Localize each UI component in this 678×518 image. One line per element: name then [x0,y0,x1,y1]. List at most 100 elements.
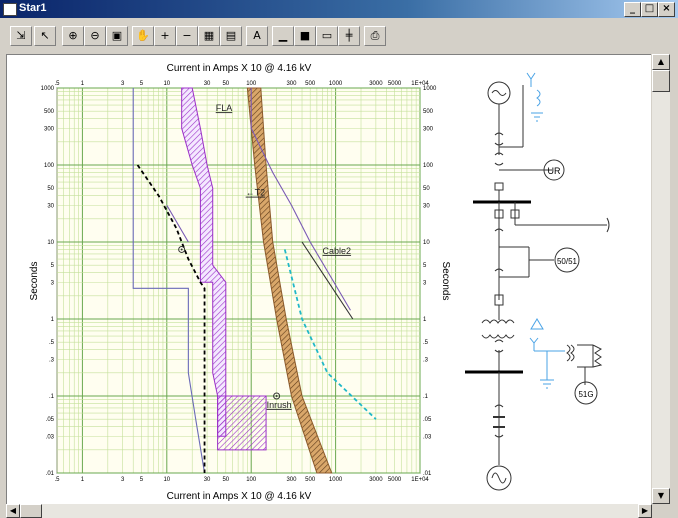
drawing-area[interactable]: FLA ←T2 Cable2 Inrush .5 .5 1 1 3 3 5 5 10 10 30 30 50 5… [6,54,651,505]
band-inrush-box [217,395,267,451]
one-line-diagram [465,72,610,491]
relay-51g-label: 51G [578,390,593,399]
ur-relay-icon [543,159,565,181]
y-tick-label-right: 10 [423,240,430,246]
x-tick-label-top: 3000 [369,81,383,87]
x-tick-label-top: 1 [81,81,85,87]
delta-symbol-icon [530,318,544,330]
vertical-scroll-thumb[interactable] [652,70,670,92]
x-tick-label-bottom: 1E+04 [411,477,429,483]
scroll-right-button[interactable]: ▶ [638,504,652,518]
y-tick-label-left: 30 [47,203,54,209]
x-axis-label-bottom: Current in Amps X 10 @ 4.16 kV [167,491,312,502]
series-relay-blue-left [132,88,206,474]
scroll-down-button[interactable]: ▼ [652,488,670,504]
annotation-t2: ←T2 [246,188,266,198]
zoom-in-icon[interactable]: ⊕ [62,26,84,46]
series-relay-black-dashed [136,164,206,473]
fit-icon[interactable]: ▣ [106,26,128,46]
window-title: Star1 [19,2,47,14]
horizontal-scroll-thumb[interactable] [20,504,42,518]
transformer-secondary-icon [481,334,515,339]
y-tick-label-left: 1000 [41,86,55,92]
wye-lower-icon [529,337,539,351]
y-tick-label-right: .05 [423,417,432,423]
x-tick-label-bottom: 100 [246,477,257,483]
zoom-out-small-icon[interactable]: − [176,26,198,46]
wye-symbol-icon [526,72,536,87]
relay-50-51-icon [554,247,580,273]
y-tick-label-left: 1 [51,317,55,323]
zoom-out-icon[interactable]: ⊖ [84,26,106,46]
pointer-icon[interactable]: ↖ [34,26,56,46]
x-tick-label-top: 1000 [329,81,343,87]
relay-51g-icon [574,381,598,405]
device-green-icon[interactable]: ■ [294,26,316,46]
horizontal-scrollbar[interactable]: ◀ ▶ [6,504,652,518]
x-tick-label-bottom: 3000 [369,477,383,483]
y-tick-label-right: 5 [423,263,427,269]
y-tick-label-left: 10 [47,240,54,246]
minimize-button[interactable]: _ [624,2,641,17]
series: FLA ←T2 Cable2 Inrush [132,88,377,474]
y-tick-label-left: 300 [44,126,55,132]
y-tick-label-left: 500 [44,109,55,115]
toolbar: ⇲ ↖ ⊕ ⊖ ▣ ✋ + − ▦ ▤ A ▁ ■ ▭ ╪ ⎙ [0,18,678,54]
maximize-button[interactable]: □ [641,2,658,17]
relay-50-51-label: 50/51 [557,257,578,266]
device-blank-icon[interactable]: ▭ [316,26,338,46]
series-cyan-dashed [283,249,377,420]
sine-wave-icon [491,90,507,96]
y-tick-label-left: .3 [49,357,55,363]
y-tick-label-left: 5 [51,263,55,269]
zoom-window-icon[interactable]: ▦ [198,26,220,46]
y-tick-label-left: .1 [49,394,55,400]
text-tool-icon[interactable]: A [246,26,268,46]
y-tick-label-left: 50 [47,186,54,192]
pan-icon[interactable]: ✋ [132,26,154,46]
ct-icons [494,228,504,272]
y-tick-label-right: .1 [423,394,429,400]
x-tick-label-bottom: 3 [121,477,125,483]
x-tick-label-top: 50 [222,81,229,87]
breaker-branch-icon [510,209,520,219]
y-tick-label-right: 50 [423,186,430,192]
y-tick-label-right: .03 [423,434,432,440]
series-Cable2 [301,241,354,320]
band-brown-hatched [246,87,333,474]
annotation-inrush: Inrush [267,400,292,410]
x-tick-label-bottom: 1 [81,477,85,483]
device-red-icon[interactable]: ╪ [338,26,360,46]
annotation-cable2: Cable2 [323,246,352,256]
y-tick-label-left: .03 [46,434,55,440]
y-tick-label-right: 3 [423,280,427,286]
branch-end-arc [606,217,610,233]
select-tool-icon[interactable]: ⇲ [10,26,32,46]
ticks: .5 .5 1 1 3 3 5 5 10 10 30 30 50 50 100 100 300 300 500 500… [41,81,437,483]
window-title-bar: Star1 _ □ × [0,0,678,18]
y-axis-label-right: Seconds [440,262,451,301]
x-tick-label-bottom: 30 [204,477,211,483]
zoom-previous-icon[interactable]: ▤ [220,26,242,46]
x-tick-label-bottom: 500 [305,477,316,483]
x-tick-label-top: 5 [140,81,144,87]
ruler-icon[interactable]: ▁ [272,26,294,46]
print-preview-icon[interactable]: ⎙ [364,26,386,46]
transformer-primary-icon [481,319,515,324]
bands [181,87,333,474]
tcc-chart: FLA ←T2 Cable2 Inrush .5 .5 1 1 3 3 5 5 10 10 30 30 50 5… [29,63,610,502]
vertical-scrollbar[interactable]: ▲ ▼ [652,54,670,504]
zoom-in-small-icon[interactable]: + [154,26,176,46]
scroll-up-button[interactable]: ▲ [652,54,670,70]
x-tick-label-top: 100 [246,81,257,87]
app-icon [3,3,17,16]
scroll-left-button[interactable]: ◀ [6,504,20,518]
x-axis-label-top: Current in Amps X 10 @ 4.16 kV [167,63,312,74]
y-tick-label-left: .05 [46,417,55,423]
motor-icon [486,465,512,491]
y-tick-label-right: .3 [423,357,429,363]
x-tick-label-bottom: 10 [163,477,170,483]
x-tick-label-bottom: 300 [286,477,297,483]
close-button[interactable]: × [658,2,675,17]
resistor-icon [577,344,603,368]
